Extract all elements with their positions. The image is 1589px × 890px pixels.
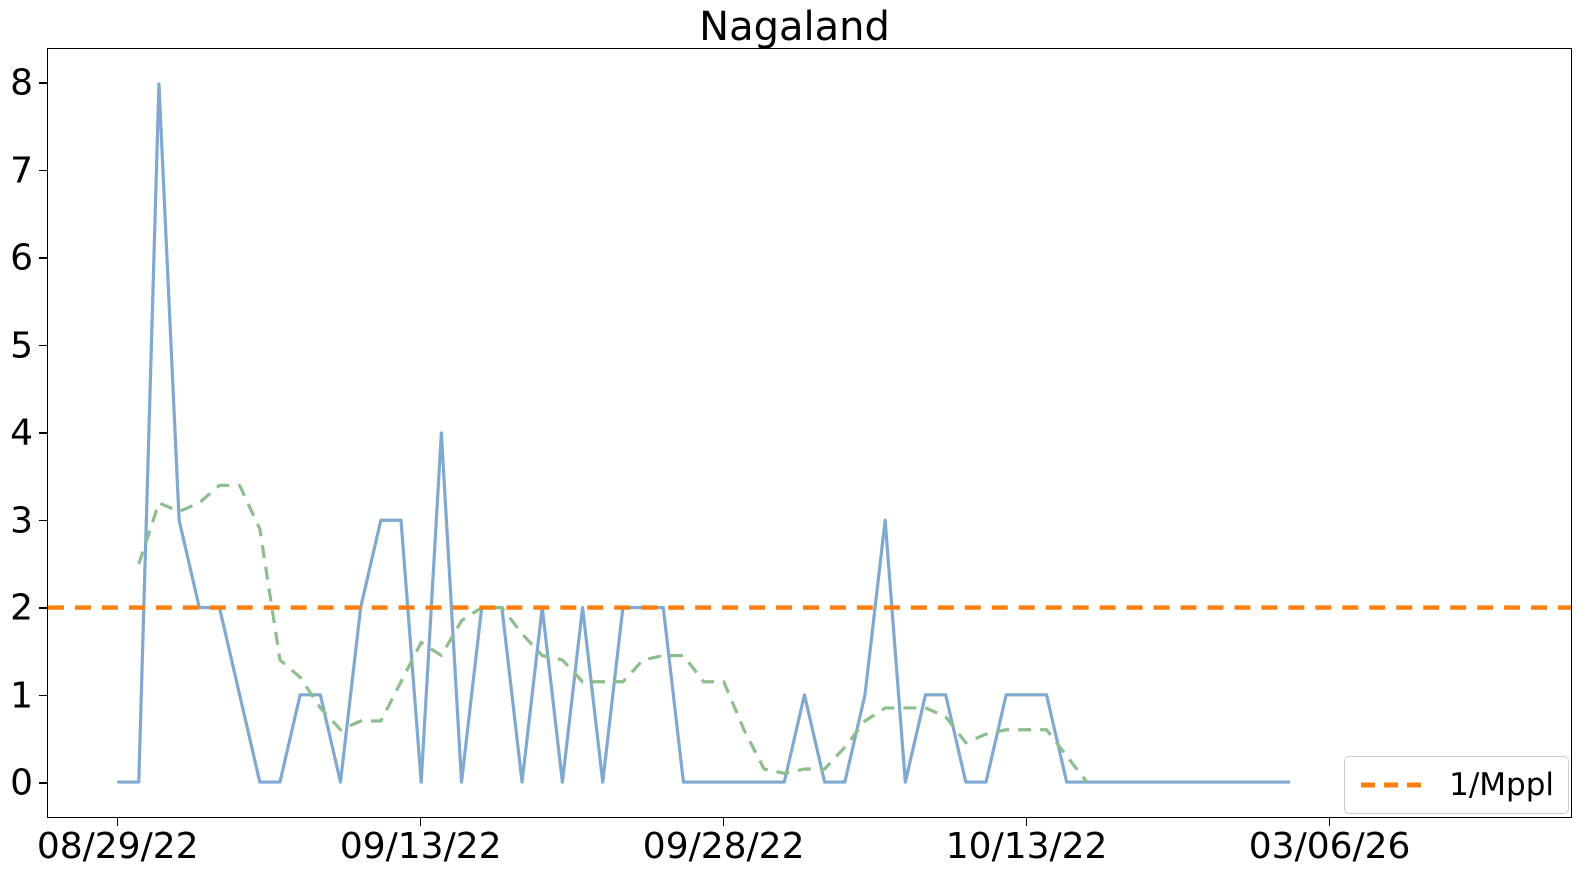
legend-label: 1/Mppl (1449, 767, 1554, 803)
y-tick-label: 7 (10, 150, 33, 191)
y-tick-label: 3 (10, 500, 33, 541)
y-tick-label: 5 (10, 325, 33, 366)
x-tick-mark (722, 818, 725, 826)
plot-area (48, 82, 1571, 784)
y-tick-mark (39, 694, 47, 697)
x-tick-label: 08/29/22 (36, 826, 199, 867)
rolling-average-series-line (137, 483, 1089, 784)
y-tick-label: 1 (10, 675, 33, 716)
y-tick-mark (39, 257, 47, 259)
y-tick-label: 6 (10, 237, 33, 279)
y-tick-mark (39, 519, 47, 522)
plot-axes (47, 48, 1572, 818)
x-tick-label: 10/13/22 (945, 826, 1108, 867)
x-tick-mark (116, 818, 119, 826)
legend-swatch-dashed-line-icon (1361, 782, 1430, 788)
x-tick-mark (419, 818, 422, 826)
y-tick-mark (39, 169, 47, 172)
y-tick-label: 4 (10, 412, 33, 454)
y-tick-mark (39, 344, 47, 347)
chart-legend: 1/Mppl (1344, 756, 1569, 814)
y-tick-mark (39, 82, 47, 84)
y-tick-mark (39, 432, 47, 434)
chart-title: Nagaland (699, 4, 890, 50)
y-tick-label: 8 (10, 62, 33, 104)
daily-series-line (117, 82, 1291, 784)
y-tick-label: 0 (10, 762, 33, 804)
x-tick-mark (1025, 818, 1028, 826)
x-tick-label: 09/13/22 (339, 826, 502, 867)
y-tick-mark (39, 782, 47, 784)
y-tick-mark (39, 607, 47, 609)
x-tick-label: 03/06/26 (1248, 826, 1411, 867)
x-tick-mark (1328, 818, 1331, 826)
x-tick-label: 09/28/22 (642, 826, 805, 867)
y-tick-label: 2 (10, 587, 33, 629)
